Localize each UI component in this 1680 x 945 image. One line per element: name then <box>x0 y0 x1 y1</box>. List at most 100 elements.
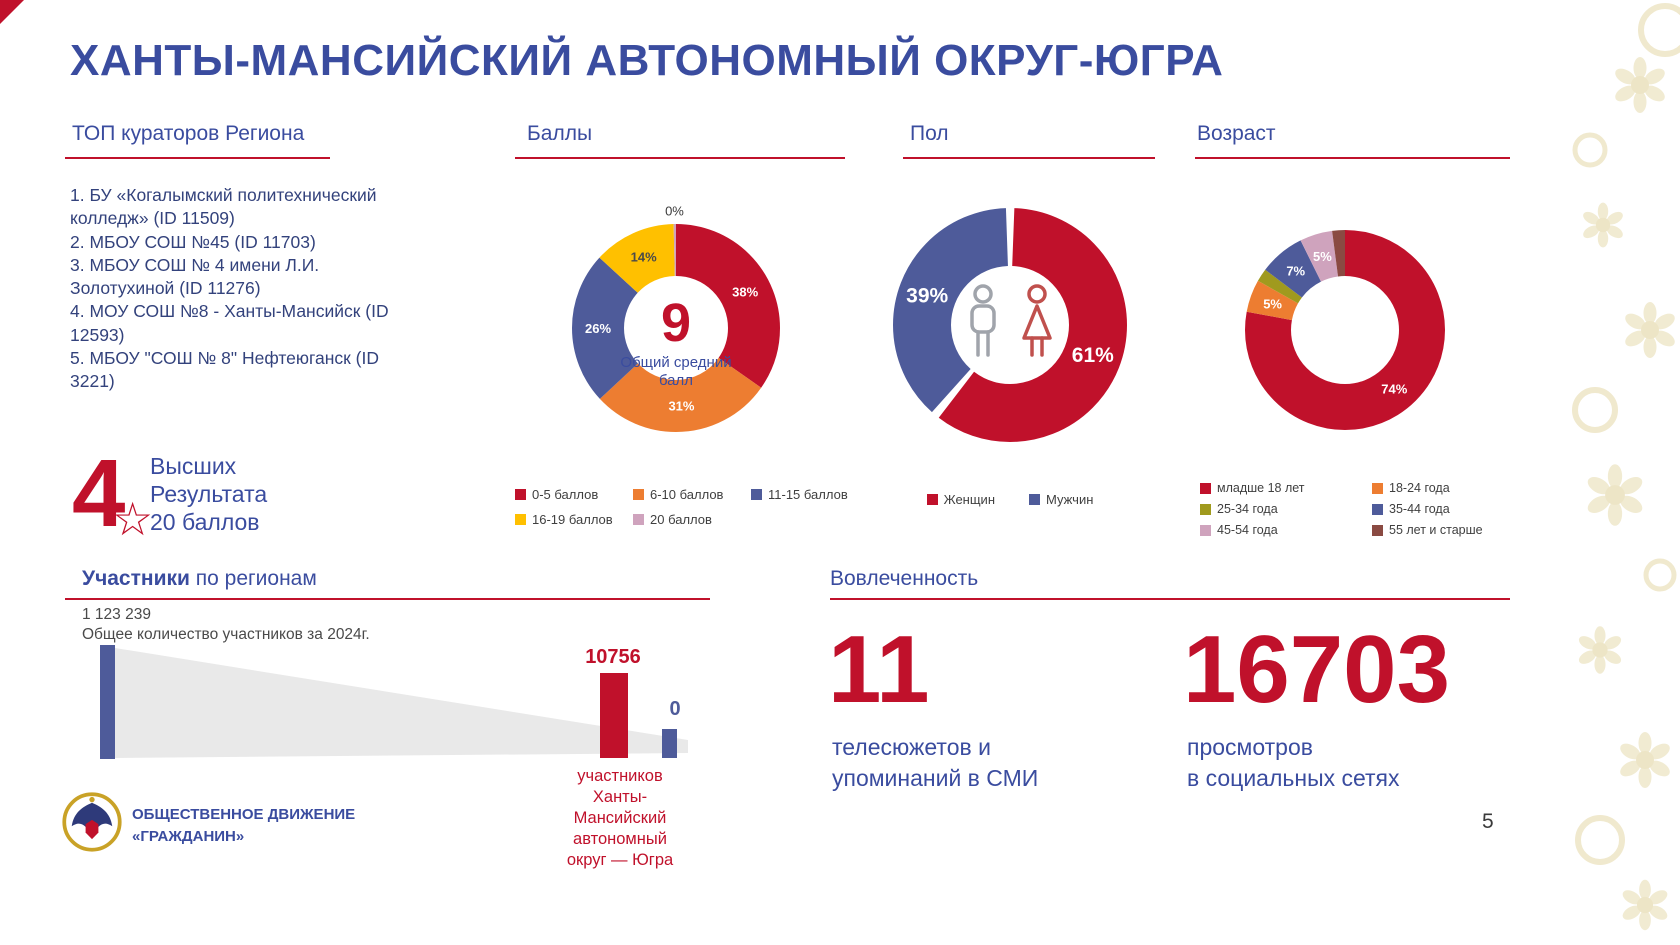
top-results-text: Высших Результата 20 баллов <box>150 452 267 536</box>
curators-list: 1. БУ «Когалымский политехнический колле… <box>70 184 408 393</box>
funnel-shape <box>115 648 688 758</box>
legend-item: 25-34 года <box>1200 502 1372 516</box>
total-bar <box>100 645 115 759</box>
legend-swatch-icon <box>1372 524 1383 536</box>
tv-mentions-caption-line: упоминаний в СМИ <box>832 765 1039 791</box>
views-caption: просмотров в социальных сетях <box>1187 732 1400 794</box>
average-score-value: 9 <box>660 293 692 353</box>
donut-label: 26% <box>585 321 611 336</box>
curator-item: 3. МБОУ СОШ № 4 имени Л.И. Золотухиной (… <box>70 254 320 299</box>
zero-bar <box>662 729 677 758</box>
donut-label: 38% <box>732 285 758 300</box>
legend-swatch-icon <box>926 494 938 505</box>
legend-swatch-icon <box>1200 503 1211 515</box>
legend-label: 25-34 года <box>1217 502 1278 516</box>
age-underline <box>1195 157 1510 159</box>
legend-label: Мужчин <box>1046 492 1094 507</box>
legend-item: 11-15 баллов <box>751 487 867 502</box>
views-value: 16703 <box>1183 616 1450 723</box>
legend-label: 45-54 года <box>1217 523 1278 537</box>
scores-legend: 0-5 баллов 6-10 баллов 11-15 баллов 16-19 б… <box>515 487 867 527</box>
tv-mentions-value: 11 <box>828 616 930 723</box>
donut-segment <box>572 224 780 432</box>
funnel-chart <box>100 645 688 759</box>
participants-section-title: Участники по регионам <box>82 567 317 591</box>
donut-segment <box>572 224 780 432</box>
donut-label: 5% <box>1313 249 1332 264</box>
legend-swatch-icon <box>1029 494 1040 505</box>
legend-item: 20 баллов <box>633 512 751 527</box>
curators-section-title: ТОП кураторов Региона <box>72 122 305 145</box>
legend-label: 55 лет и старше <box>1389 523 1483 537</box>
donut-label: 61% <box>1072 344 1114 367</box>
movement-name-line: «ГРАЖДАНИН» <box>132 828 245 845</box>
gender-section-title: Пол <box>910 122 949 145</box>
donut-label: 31% <box>668 398 694 413</box>
top-results-text-line: Высших <box>150 453 237 479</box>
region-participants-value: 10756 <box>585 646 641 668</box>
gender-legend: Женщин Мужчин <box>885 492 1135 507</box>
legend-label: 35-44 года <box>1389 502 1450 516</box>
floral-ornament <box>1572 3 1680 931</box>
top-results-text-line: Результата <box>150 481 268 507</box>
total-participants-caption: Общее количество участников за 2024г. <box>82 626 370 643</box>
region-caption-line: округ — Югра <box>566 851 674 869</box>
curator-item: 4. МОУ СОШ №8 - Ханты-Мансийск (ID 12593… <box>70 301 389 345</box>
movement-name-line: ОБЩЕСТВЕННОЕ ДВИЖЕНИЕ <box>132 806 356 823</box>
legend-swatch-icon <box>751 489 762 500</box>
legend-label: 16-19 баллов <box>532 512 613 527</box>
legend-label: 6-10 баллов <box>650 487 724 502</box>
legend-swatch-icon <box>515 514 526 525</box>
donut-label: 74% <box>1381 382 1407 397</box>
gender-underline <box>903 157 1155 159</box>
views-caption-line: в социальных сетях <box>1187 765 1400 791</box>
legend-item: 6-10 баллов <box>633 487 751 502</box>
legend-item: 16-19 баллов <box>515 512 633 527</box>
movement-name: ОБЩЕСТВЕННОЕ ДВИЖЕНИЕ «ГРАЖДАНИН» <box>132 804 355 848</box>
legend-label: 20 баллов <box>650 512 712 527</box>
region-participants-caption: участников Ханты- Мансийский автономный … <box>540 766 700 871</box>
corner-decoration <box>0 0 24 24</box>
zero-participants-value: 0 <box>669 698 681 720</box>
legend-item: 18-24 года <box>1372 481 1532 495</box>
top-results-star-icon: ☆ <box>112 493 154 545</box>
scores-underline <box>515 157 845 159</box>
participants-title-bold: Участники <box>82 567 190 590</box>
female-icon <box>1022 284 1052 357</box>
tv-mentions-caption: телесюжетов и упоминаний в СМИ <box>832 732 1038 794</box>
donut-segment <box>572 224 780 432</box>
coat-of-arms-emblem <box>62 792 122 852</box>
gender-icons <box>970 284 1052 357</box>
curators-underline <box>65 157 330 159</box>
scores-donut-chart: 38% 31% 26% 14% 0% <box>572 204 780 432</box>
legend-swatch-icon <box>1200 482 1211 494</box>
region-caption-line: автономный <box>573 830 667 848</box>
curator-item: 1. БУ «Когалымский политехнический колле… <box>70 185 377 229</box>
donut-label: 14% <box>631 250 657 265</box>
views-caption-line: просмотров <box>1187 734 1313 760</box>
engagement-section-title: Вовлеченность <box>830 567 979 590</box>
page-number: 5 <box>1482 810 1494 833</box>
donut-label: 5% <box>1263 296 1282 311</box>
age-legend: младше 18 лет 18-24 года 25-34 года 35-44 г… <box>1200 481 1532 537</box>
donut-segment <box>1245 230 1445 430</box>
age-donut-chart: 74% 5% 7% 5% <box>1245 230 1445 430</box>
donut-label: 0% <box>665 204 684 219</box>
participants-underline <box>65 598 710 600</box>
legend-swatch-icon <box>633 489 644 500</box>
donut-segment <box>893 208 1127 442</box>
legend-label: Женщин <box>943 492 995 507</box>
shield-icon <box>85 819 99 840</box>
legend-label: 11-15 баллов <box>768 487 848 502</box>
legend-item: Женщин <box>926 492 995 507</box>
legend-item: младше 18 лет <box>1200 481 1372 495</box>
page-title: ХАНТЫ-МАНСИЙСКИЙ АВТОНОМНЫЙ ОКРУГ-ЮГРА <box>70 36 1224 85</box>
legend-swatch-icon <box>515 489 526 500</box>
gender-donut-chart: 61% 39% <box>893 208 1127 442</box>
legend-swatch-icon <box>1372 503 1383 515</box>
scores-center: 9 Общий средний балл <box>611 296 741 390</box>
legend-label: 18-24 года <box>1389 481 1450 495</box>
curator-item: 5. МБОУ "СОШ № 8" Нефтеюганск (ID 3221) <box>70 347 380 392</box>
legend-label: 0-5 баллов <box>532 487 599 502</box>
region-bar <box>600 673 628 758</box>
